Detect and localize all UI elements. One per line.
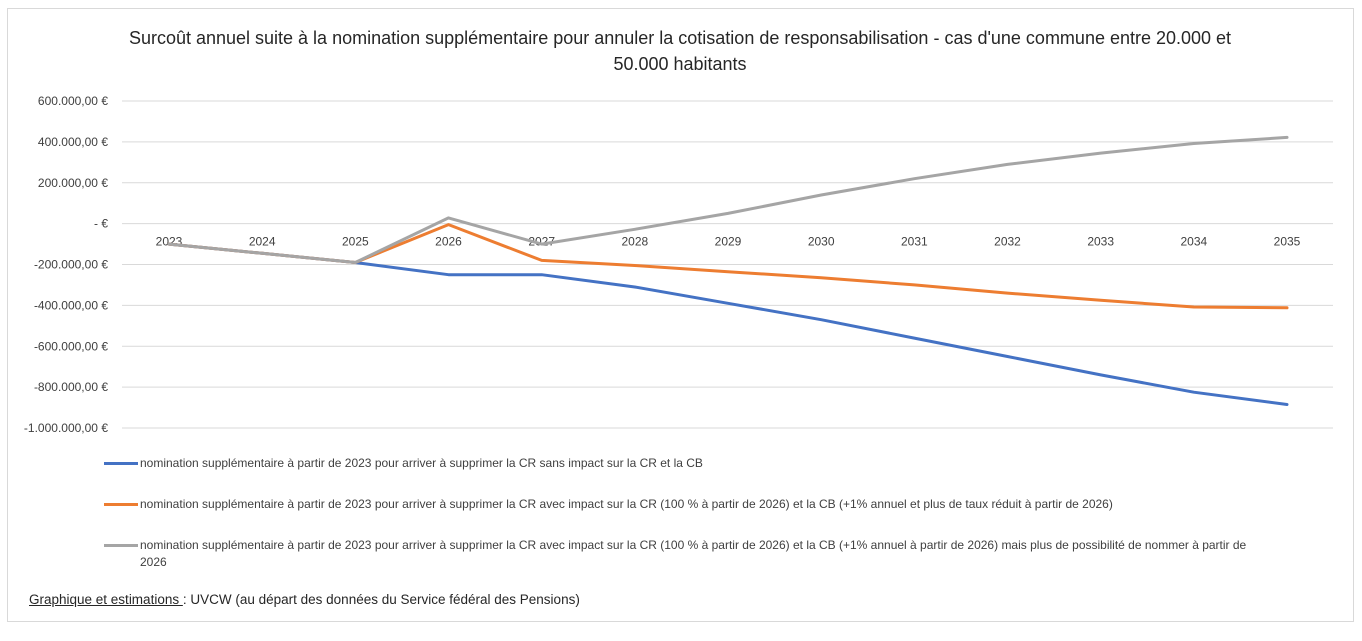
chart-title: Surcoût annuel suite à la nomination sup… bbox=[128, 28, 1232, 74]
legend-label: nomination supplémentaire à partir de 20… bbox=[140, 456, 703, 470]
y-tick-label: -400.000,00 € bbox=[34, 298, 108, 312]
x-tick-label: 2028 bbox=[621, 235, 648, 249]
series-line-1 bbox=[167, 242, 1289, 406]
y-tick-label: 200.000,00 € bbox=[38, 176, 108, 190]
x-tick-label: 2026 bbox=[435, 235, 462, 249]
legend-label: nomination supplémentaire à partir de 20… bbox=[140, 497, 1113, 511]
y-tick-label: 600.000,00 € bbox=[38, 94, 108, 108]
legend-item-gray: nomination supplémentaire à partir de 20… bbox=[104, 537, 1270, 571]
legend-swatch bbox=[104, 462, 138, 465]
x-tick-label: 2029 bbox=[715, 235, 742, 249]
series-lines bbox=[167, 135, 1289, 406]
gridlines bbox=[122, 100, 1333, 429]
x-tick-label: 2027 bbox=[528, 235, 555, 249]
source-label: Graphique et estimations bbox=[29, 592, 183, 607]
legend-item-blue: nomination supplémentaire à partir de 20… bbox=[104, 455, 1270, 472]
source-note: Graphique et estimations : UVCW (au dépa… bbox=[29, 592, 580, 607]
x-tick-label: 2032 bbox=[994, 235, 1021, 249]
x-axis-ticks: 2023 2024 2025 2026 2027 2028 2029 2030 2031 2032… bbox=[156, 235, 1301, 249]
y-tick-label: -600.000,00 € bbox=[34, 339, 108, 353]
source-text: UVCW (au départ des données du Service f… bbox=[186, 592, 580, 607]
y-tick-label: -800.000,00 € bbox=[34, 380, 108, 394]
y-tick-label: 400.000,00 € bbox=[38, 135, 108, 149]
y-tick-label: -200.000,00 € bbox=[34, 258, 108, 272]
x-tick-label: 2033 bbox=[1087, 235, 1114, 249]
legend-swatch bbox=[104, 544, 138, 547]
x-tick-label: 2034 bbox=[1180, 235, 1207, 249]
y-axis-ticks: 600.000,00 € 400.000,00 € 200.000,00 € - € -… bbox=[24, 94, 108, 435]
x-tick-label: 2025 bbox=[342, 235, 369, 249]
x-tick-label: 2031 bbox=[901, 235, 928, 249]
series-line-3 bbox=[167, 135, 1289, 264]
legend-label: nomination supplémentaire à partir de 20… bbox=[140, 538, 1247, 569]
chart-area bbox=[7, 8, 1354, 622]
legend-swatch bbox=[104, 503, 138, 506]
x-tick-label: 2035 bbox=[1274, 235, 1301, 249]
y-tick-label: - € bbox=[94, 217, 108, 231]
legend-item-orange: nomination supplémentaire à partir de 20… bbox=[104, 496, 1270, 513]
x-tick-label: 2024 bbox=[249, 235, 276, 249]
x-tick-label: 2030 bbox=[808, 235, 835, 249]
y-tick-label: -1.000.000,00 € bbox=[24, 421, 108, 435]
source-separator: : bbox=[182, 592, 187, 607]
